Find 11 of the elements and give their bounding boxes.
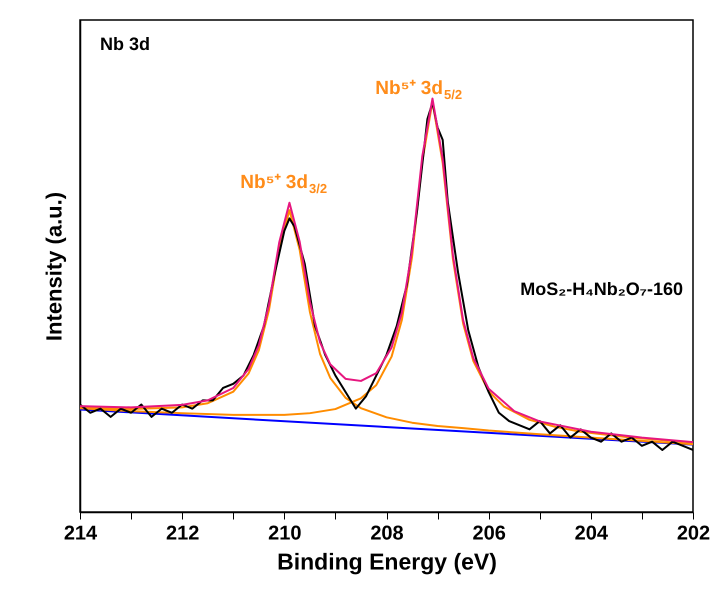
x-tick-label: 208 <box>370 522 404 544</box>
annotation: MoS₂-H₄Nb₂O₇-160 <box>520 279 683 299</box>
x-tick-label: 210 <box>268 522 302 544</box>
text: Nb 3d <box>100 34 150 54</box>
x-axis-title: Binding Energy (eV) <box>277 548 497 574</box>
x-tick-label: 212 <box>166 522 200 544</box>
x-tick-label: 204 <box>574 522 609 544</box>
x-tick-label: 206 <box>472 522 506 544</box>
x-tick-label: 214 <box>64 522 98 544</box>
y-axis-title: Intensity (a.u.) <box>42 192 66 342</box>
x-tick-label: 202 <box>676 522 710 544</box>
